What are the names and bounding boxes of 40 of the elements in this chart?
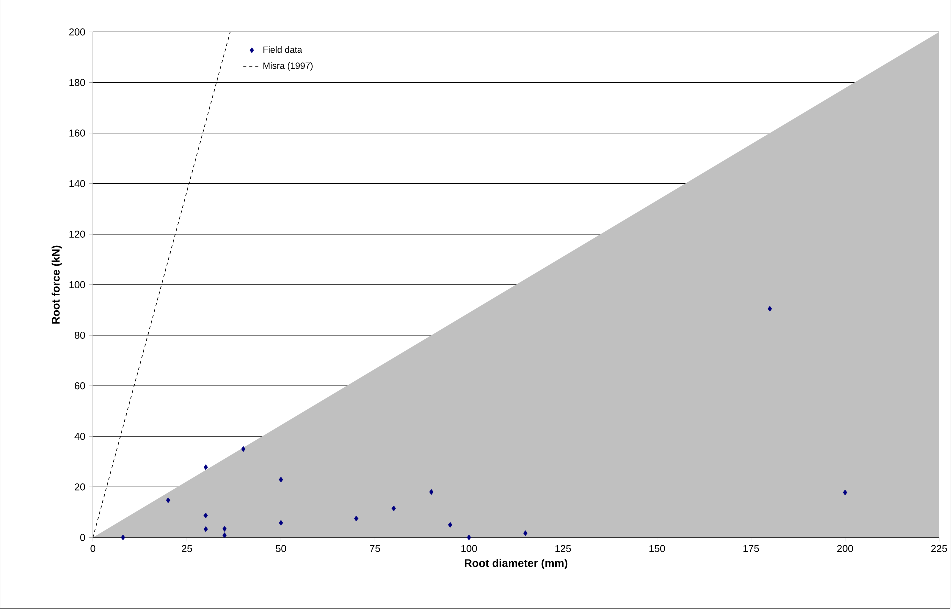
y-tick-label: 180 bbox=[70, 79, 86, 86]
x-tick-label: 25 bbox=[182, 545, 192, 552]
x-tick-label: 100 bbox=[462, 545, 478, 552]
x-axis-title: Root diameter (mm) bbox=[465, 559, 568, 570]
y-tick-label: 200 bbox=[69, 28, 86, 36]
point bbox=[166, 498, 171, 504]
x-tick-label: 175 bbox=[744, 545, 760, 552]
point bbox=[222, 526, 227, 532]
point bbox=[204, 512, 208, 519]
y-tick-label: 0 bbox=[80, 534, 86, 542]
point bbox=[222, 532, 227, 538]
point bbox=[354, 516, 359, 522]
x-tick-label: 75 bbox=[370, 545, 380, 552]
point bbox=[392, 506, 396, 512]
y-axis-title: Root force (kN) bbox=[52, 246, 62, 324]
point bbox=[768, 306, 772, 312]
point bbox=[524, 530, 528, 536]
point bbox=[279, 477, 284, 483]
x-tick-label: 200 bbox=[837, 545, 854, 552]
legend-label: Misra (1997) bbox=[264, 62, 313, 71]
point bbox=[429, 489, 434, 496]
x-tick-label: 125 bbox=[556, 545, 572, 552]
y-tick-label: 140 bbox=[70, 180, 86, 188]
point bbox=[241, 446, 246, 452]
y-tick-label: 120 bbox=[70, 230, 86, 238]
point bbox=[448, 522, 453, 528]
point bbox=[204, 526, 208, 532]
x-tick-label: 0 bbox=[90, 545, 96, 552]
x-tick-label: 150 bbox=[650, 545, 666, 552]
legend-label: Field data bbox=[264, 46, 302, 54]
y-tick-label: 100 bbox=[70, 281, 86, 289]
y-tick-label: 160 bbox=[70, 130, 86, 137]
x-tick-label: 225 bbox=[932, 545, 948, 552]
y-tick-label: 60 bbox=[75, 382, 86, 390]
x-tick-label: 50 bbox=[276, 545, 286, 552]
y-tick-label: 20 bbox=[75, 484, 86, 491]
point bbox=[279, 520, 284, 526]
point bbox=[204, 464, 208, 470]
y-tick-label: 40 bbox=[74, 433, 86, 440]
y-tick-label: 80 bbox=[74, 332, 86, 340]
